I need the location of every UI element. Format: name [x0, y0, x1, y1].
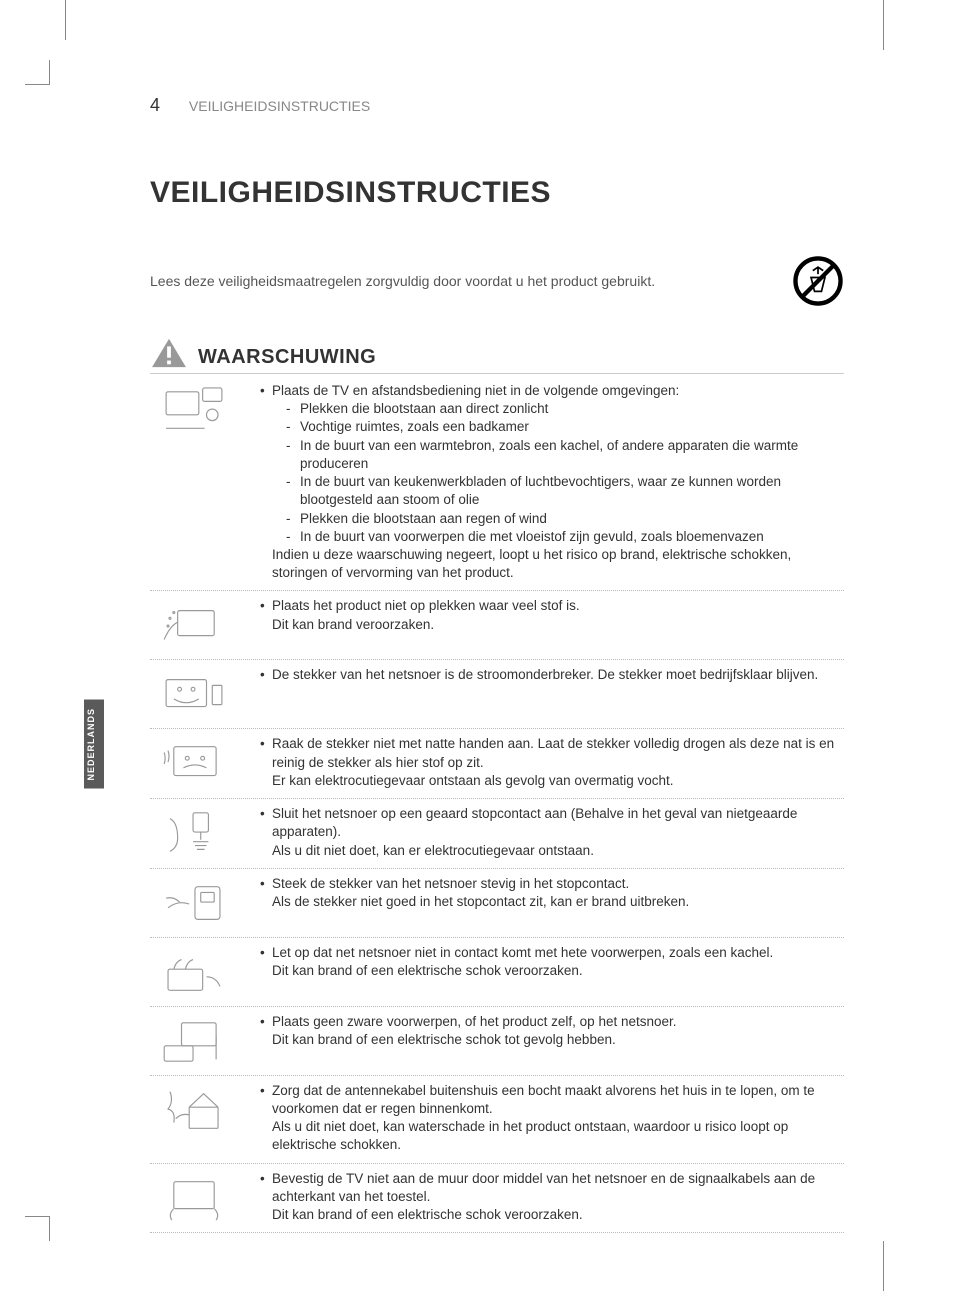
warning-triangle-icon	[150, 337, 188, 369]
thumb-antenna-icon	[150, 1082, 238, 1155]
running-header: 4 VEILIGHEIDSINSTRUCTIES	[150, 95, 844, 116]
item-text: Als u dit niet doet, kan er elektrocutie…	[272, 842, 844, 860]
warning-item-dust: Plaats het product niet op plekken waar …	[150, 591, 844, 660]
item-text: Plaats het product niet op plekken waar …	[272, 597, 844, 615]
item-text: Vochtige ruimtes, zoals een badkamer	[286, 418, 844, 436]
thumb-plug-icon	[150, 666, 238, 720]
item-text: Indien u deze waarschuwing negeert, loop…	[272, 546, 844, 582]
item-text: In de buurt van keukenwerkbladen of luch…	[286, 473, 844, 509]
no-disassemble-icon	[792, 255, 844, 307]
item-text: Steek de stekker van het netsnoer stevig…	[272, 875, 844, 893]
thumb-wet-hands-icon	[150, 735, 238, 790]
thumb-grounded-icon	[150, 805, 238, 860]
warning-label: WAARSCHUWING	[198, 346, 376, 369]
thumb-environments-icon	[150, 382, 238, 582]
item-text: Bevestig de TV niet aan de muur door mid…	[272, 1170, 844, 1206]
warning-item-firm-plug: Steek de stekker van het netsnoer stevig…	[150, 869, 844, 938]
thumb-hot-icon	[150, 944, 238, 998]
item-text: Als de stekker niet goed in het stopcont…	[272, 893, 844, 911]
item-text: Zorg dat de antennekabel buitenshuis een…	[272, 1082, 844, 1118]
item-text: Er kan elektrocutiegevaar ontstaan als g…	[272, 772, 844, 790]
page-number: 4	[150, 95, 160, 115]
item-text: Plekken die blootstaan aan regen of wind	[286, 510, 844, 528]
item-text: Dit kan brand of een elektrische schok v…	[272, 1206, 844, 1224]
warning-header: WAARSCHUWING	[150, 337, 844, 374]
item-text: De stekker van het netsnoer is de stroom…	[272, 666, 844, 684]
warning-item-antenna: Zorg dat de antennekabel buitenshuis een…	[150, 1076, 844, 1164]
item-text: Als u dit niet doet, kan waterschade in …	[272, 1118, 844, 1154]
thumb-firm-plug-icon	[150, 875, 238, 929]
item-text: In de buurt van een warmtebron, zoals ee…	[286, 437, 844, 473]
page-content: 4 VEILIGHEIDSINSTRUCTIES VEILIGHEIDSINST…	[0, 0, 954, 1283]
warning-item-hot-objects: Let op dat net netsnoer niet in contact …	[150, 938, 844, 1007]
warning-item-environments: Plaats de TV en afstandsbediening niet i…	[150, 376, 844, 591]
warning-item-heavy-objects: Plaats geen zware voorwerpen, of het pro…	[150, 1007, 844, 1076]
running-title: VEILIGHEIDSINSTRUCTIES	[189, 98, 370, 114]
intro-text: Lees deze veiligheidsmaatregelen zorgvul…	[150, 255, 655, 289]
item-text: Raak de stekker niet met natte handen aa…	[272, 735, 844, 771]
thumb-heavy-icon	[150, 1013, 238, 1067]
warning-item-wet-hands: Raak de stekker niet met natte handen aa…	[150, 729, 844, 799]
item-text: Plekken die blootstaan aan direct zonlic…	[286, 400, 844, 418]
warning-item-wall-mount: Bevestig de TV niet aan de muur door mid…	[150, 1164, 844, 1234]
item-text: Sluit het netsnoer op een geaard stopcon…	[272, 805, 844, 841]
intro-row: Lees deze veiligheidsmaatregelen zorgvul…	[150, 255, 844, 307]
warning-item-grounded: Sluit het netsnoer op een geaard stopcon…	[150, 799, 844, 869]
item-text: Dit kan brand veroorzaken.	[272, 616, 844, 634]
thumb-dust-icon	[150, 597, 238, 651]
item-text: Plaats geen zware voorwerpen, of het pro…	[272, 1013, 844, 1031]
thumb-wall-mount-icon	[150, 1170, 238, 1225]
item-text: Let op dat net netsnoer niet in contact …	[272, 944, 844, 962]
warning-item-plug-ready: De stekker van het netsnoer is de stroom…	[150, 660, 844, 729]
page-title: VEILIGHEIDSINSTRUCTIES	[150, 176, 844, 210]
item-text: In de buurt van voorwerpen die met vloei…	[286, 528, 844, 546]
item-text: Dit kan brand of een elektrische schok t…	[272, 1031, 844, 1049]
item-text: Plaats de TV en afstandsbediening niet i…	[272, 383, 679, 398]
item-text: Dit kan brand of een elektrische schok v…	[272, 962, 844, 980]
